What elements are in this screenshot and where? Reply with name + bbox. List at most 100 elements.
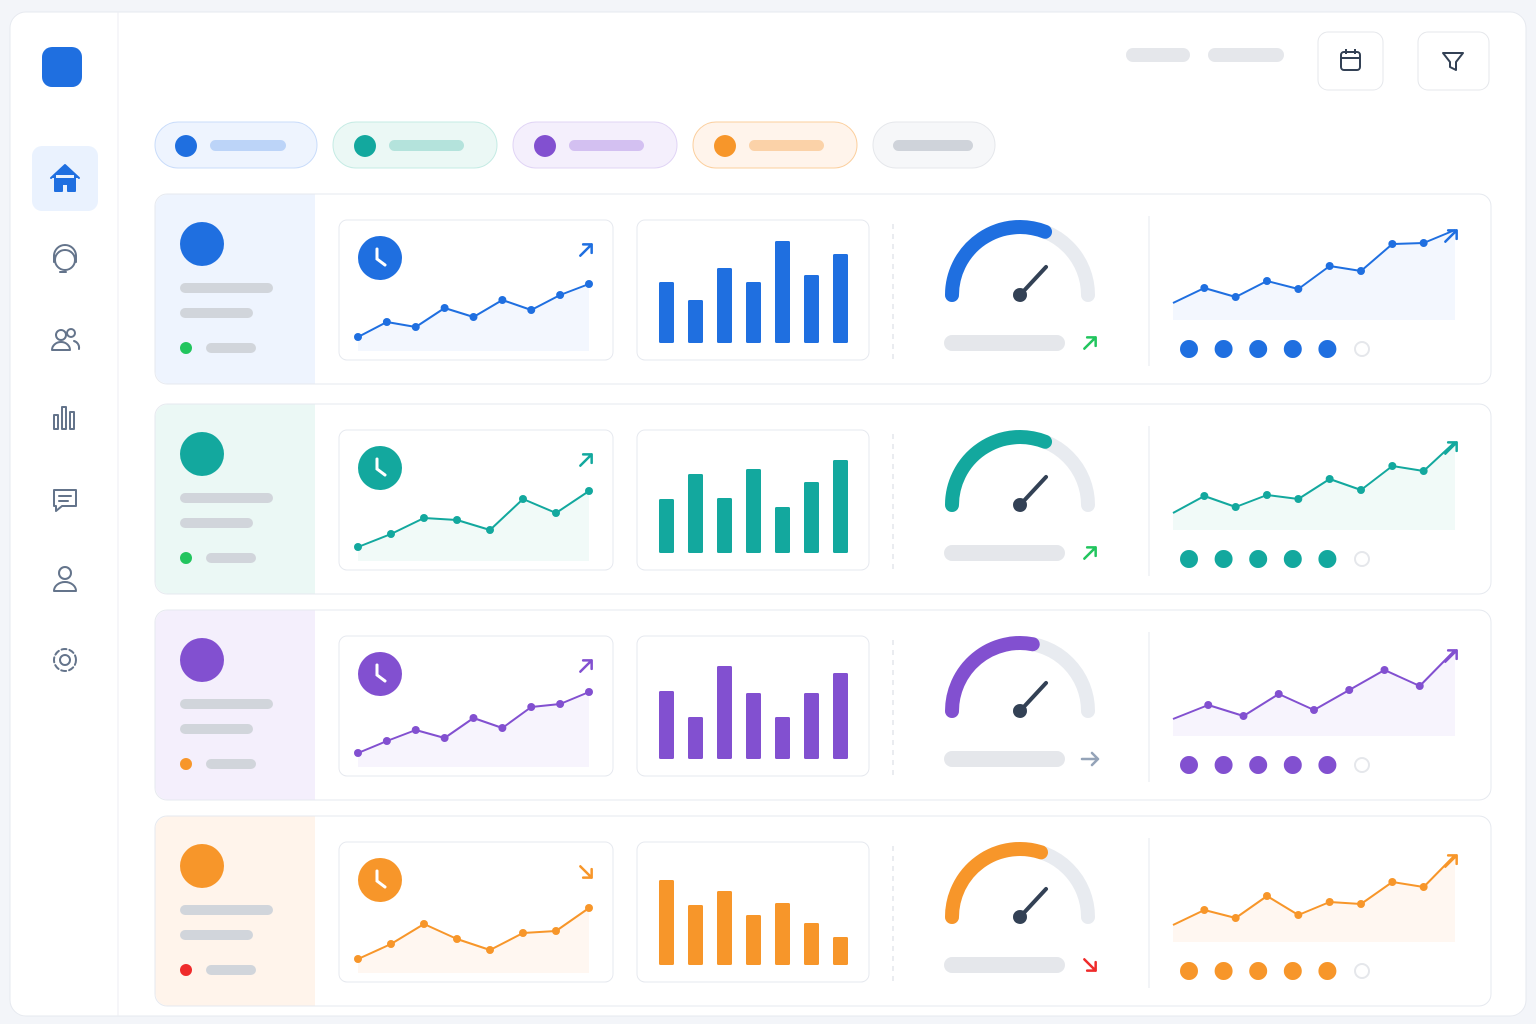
sparkline-point: [354, 955, 362, 963]
status-dot: [1354, 341, 1370, 357]
sparkline-point: [519, 929, 527, 937]
sparkline-point: [585, 904, 593, 912]
trend-arrow: [1444, 229, 1458, 243]
status-dot: [1283, 550, 1302, 568]
gauge-hub: [1013, 498, 1027, 512]
trend-area: [1173, 230, 1455, 320]
avatar: [180, 222, 224, 266]
trend-point: [1419, 467, 1428, 475]
filter-chip[interactable]: [154, 121, 318, 169]
status-dot: [180, 342, 192, 354]
sparkline-point: [469, 714, 478, 722]
trend-point: [1263, 491, 1271, 499]
avatar: [180, 432, 224, 476]
nav-home[interactable]: [50, 164, 80, 192]
placeholder: [180, 724, 253, 734]
trend-point: [1388, 462, 1397, 470]
status-dot: [180, 758, 192, 770]
calendar-button[interactable]: [1317, 31, 1384, 91]
nav-analytics[interactable]: [53, 406, 75, 430]
bar: [833, 673, 848, 759]
bar: [775, 507, 790, 553]
status-dot: [1180, 962, 1198, 980]
clock-hands: [375, 663, 387, 683]
trend-arrow: [579, 243, 593, 257]
filter-chip[interactable]: [332, 121, 498, 169]
nav-settings[interactable]: [53, 648, 77, 672]
gauge-value: [945, 220, 1053, 302]
sparkline-point: [498, 724, 507, 732]
bar: [717, 666, 732, 759]
sparkline-point: [387, 530, 395, 538]
bar: [717, 498, 732, 553]
filter-chip[interactable]: [692, 121, 858, 169]
status-dot: [1249, 340, 1268, 358]
placeholder: [180, 308, 253, 318]
clock-icon: [358, 652, 402, 696]
bar: [833, 460, 848, 553]
status-dot: [1354, 757, 1370, 773]
sparkline-point: [354, 333, 362, 341]
gauge-value: [945, 430, 1053, 512]
trend-point: [1263, 892, 1271, 900]
sparkline-point: [552, 509, 560, 517]
filter-chip[interactable]: [872, 121, 996, 169]
clock-icon: [358, 858, 402, 902]
status-dot: [1283, 340, 1302, 358]
trend-arrow: [1444, 854, 1458, 868]
trend-point: [1325, 898, 1334, 906]
bar: [833, 937, 848, 965]
sparkline-point: [382, 318, 391, 326]
nav-messages[interactable]: [53, 489, 77, 512]
placeholder: [180, 699, 273, 709]
trend-point: [1419, 239, 1428, 247]
trend-point: [1325, 262, 1334, 270]
bar: [717, 891, 732, 965]
placeholder: [944, 545, 1065, 561]
trend-area: [1173, 442, 1455, 530]
trend-point: [1294, 911, 1303, 919]
placeholder: [206, 553, 256, 563]
trend-line: [1172, 441, 1456, 514]
status-dot: [1249, 756, 1268, 774]
placeholder: [180, 493, 273, 503]
status-dot: [1214, 962, 1233, 980]
filter-button[interactable]: [1417, 31, 1490, 91]
sparkline-point: [552, 927, 560, 935]
trend-point: [1200, 284, 1209, 292]
trend-point: [1345, 686, 1354, 694]
placeholder: [206, 343, 256, 353]
nav-profile[interactable]: [53, 566, 77, 592]
sparkline-point: [585, 487, 593, 495]
sparkline-point: [453, 935, 461, 943]
sparkline-point: [486, 946, 494, 954]
filter-chip[interactable]: [512, 121, 678, 169]
avatar: [180, 844, 224, 888]
bar: [775, 241, 790, 343]
logo[interactable]: [42, 47, 82, 87]
trend-point: [1357, 486, 1365, 494]
sparkline-point: [387, 940, 395, 948]
sparkline-point: [354, 543, 362, 551]
sparkline-point: [519, 495, 527, 503]
bar: [775, 717, 790, 759]
sparkline-point: [411, 323, 420, 331]
header-placeholder: [1126, 48, 1190, 62]
trend-point: [1388, 878, 1397, 886]
clock-hands: [375, 869, 387, 889]
bar: [688, 300, 703, 343]
bar: [746, 469, 761, 553]
trend-line: [1172, 229, 1456, 304]
trend-arrow: [1444, 441, 1458, 455]
sparkline-point: [411, 726, 420, 734]
sparkline-point: [440, 304, 449, 312]
trend-arrow: [1083, 546, 1097, 560]
nav-support[interactable]: [53, 244, 77, 273]
sparkline-point: [440, 734, 449, 742]
clock-hands: [375, 457, 387, 477]
bar: [746, 282, 761, 343]
bar: [775, 903, 790, 965]
sparkline-area: [358, 908, 589, 973]
sparkline-point: [585, 280, 593, 288]
nav-users[interactable]: [51, 328, 81, 351]
